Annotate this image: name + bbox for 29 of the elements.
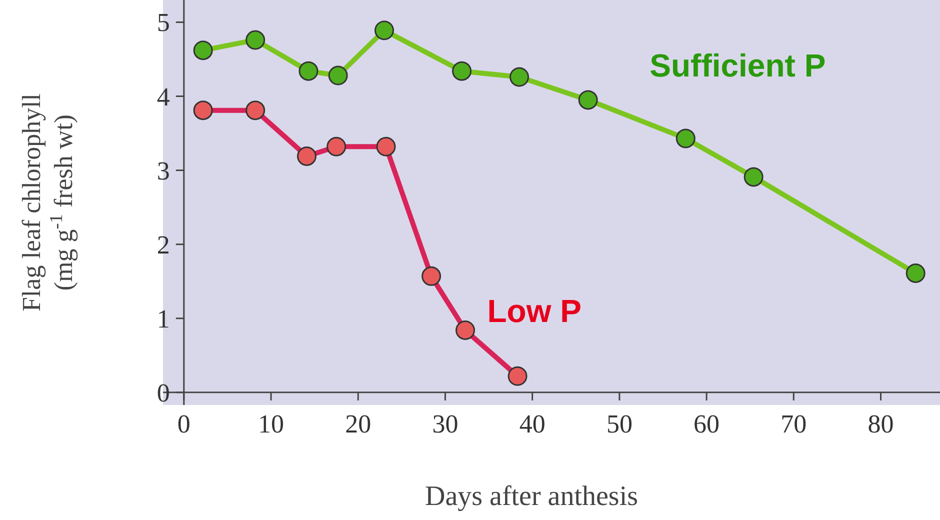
x-axis-title: Days after anthesis bbox=[424, 481, 638, 512]
y-tick-label: 5 bbox=[156, 8, 170, 38]
x-tick-label: 80 bbox=[868, 409, 894, 438]
x-tick-label: 70 bbox=[780, 409, 807, 438]
point bbox=[578, 90, 598, 110]
y-tick-label: 1 bbox=[156, 304, 170, 334]
x-tick-label: 30 bbox=[432, 409, 458, 438]
point bbox=[676, 128, 696, 148]
point bbox=[246, 30, 266, 50]
point bbox=[452, 61, 472, 81]
point bbox=[193, 40, 213, 60]
point bbox=[510, 67, 530, 87]
point bbox=[374, 20, 394, 40]
x-tick-label: 20 bbox=[345, 409, 372, 438]
x-tick-label: 40 bbox=[519, 409, 546, 438]
x-tick-label: 10 bbox=[258, 409, 284, 438]
y-tick-label: 2 bbox=[156, 230, 170, 260]
y-tick-label: 4 bbox=[156, 82, 170, 112]
y-tick-label: 3 bbox=[156, 156, 170, 186]
point bbox=[906, 263, 926, 283]
x-tick-label: 50 bbox=[606, 409, 632, 438]
point bbox=[328, 66, 348, 86]
y-tick-label: 0 bbox=[156, 378, 170, 408]
point bbox=[298, 61, 318, 81]
x-tick-label: 60 bbox=[694, 409, 720, 438]
point bbox=[744, 167, 764, 187]
x-tick-label: 0 bbox=[177, 409, 190, 438]
series-label: Sufficient P bbox=[650, 47, 826, 84]
series-label: Low P bbox=[487, 293, 582, 330]
